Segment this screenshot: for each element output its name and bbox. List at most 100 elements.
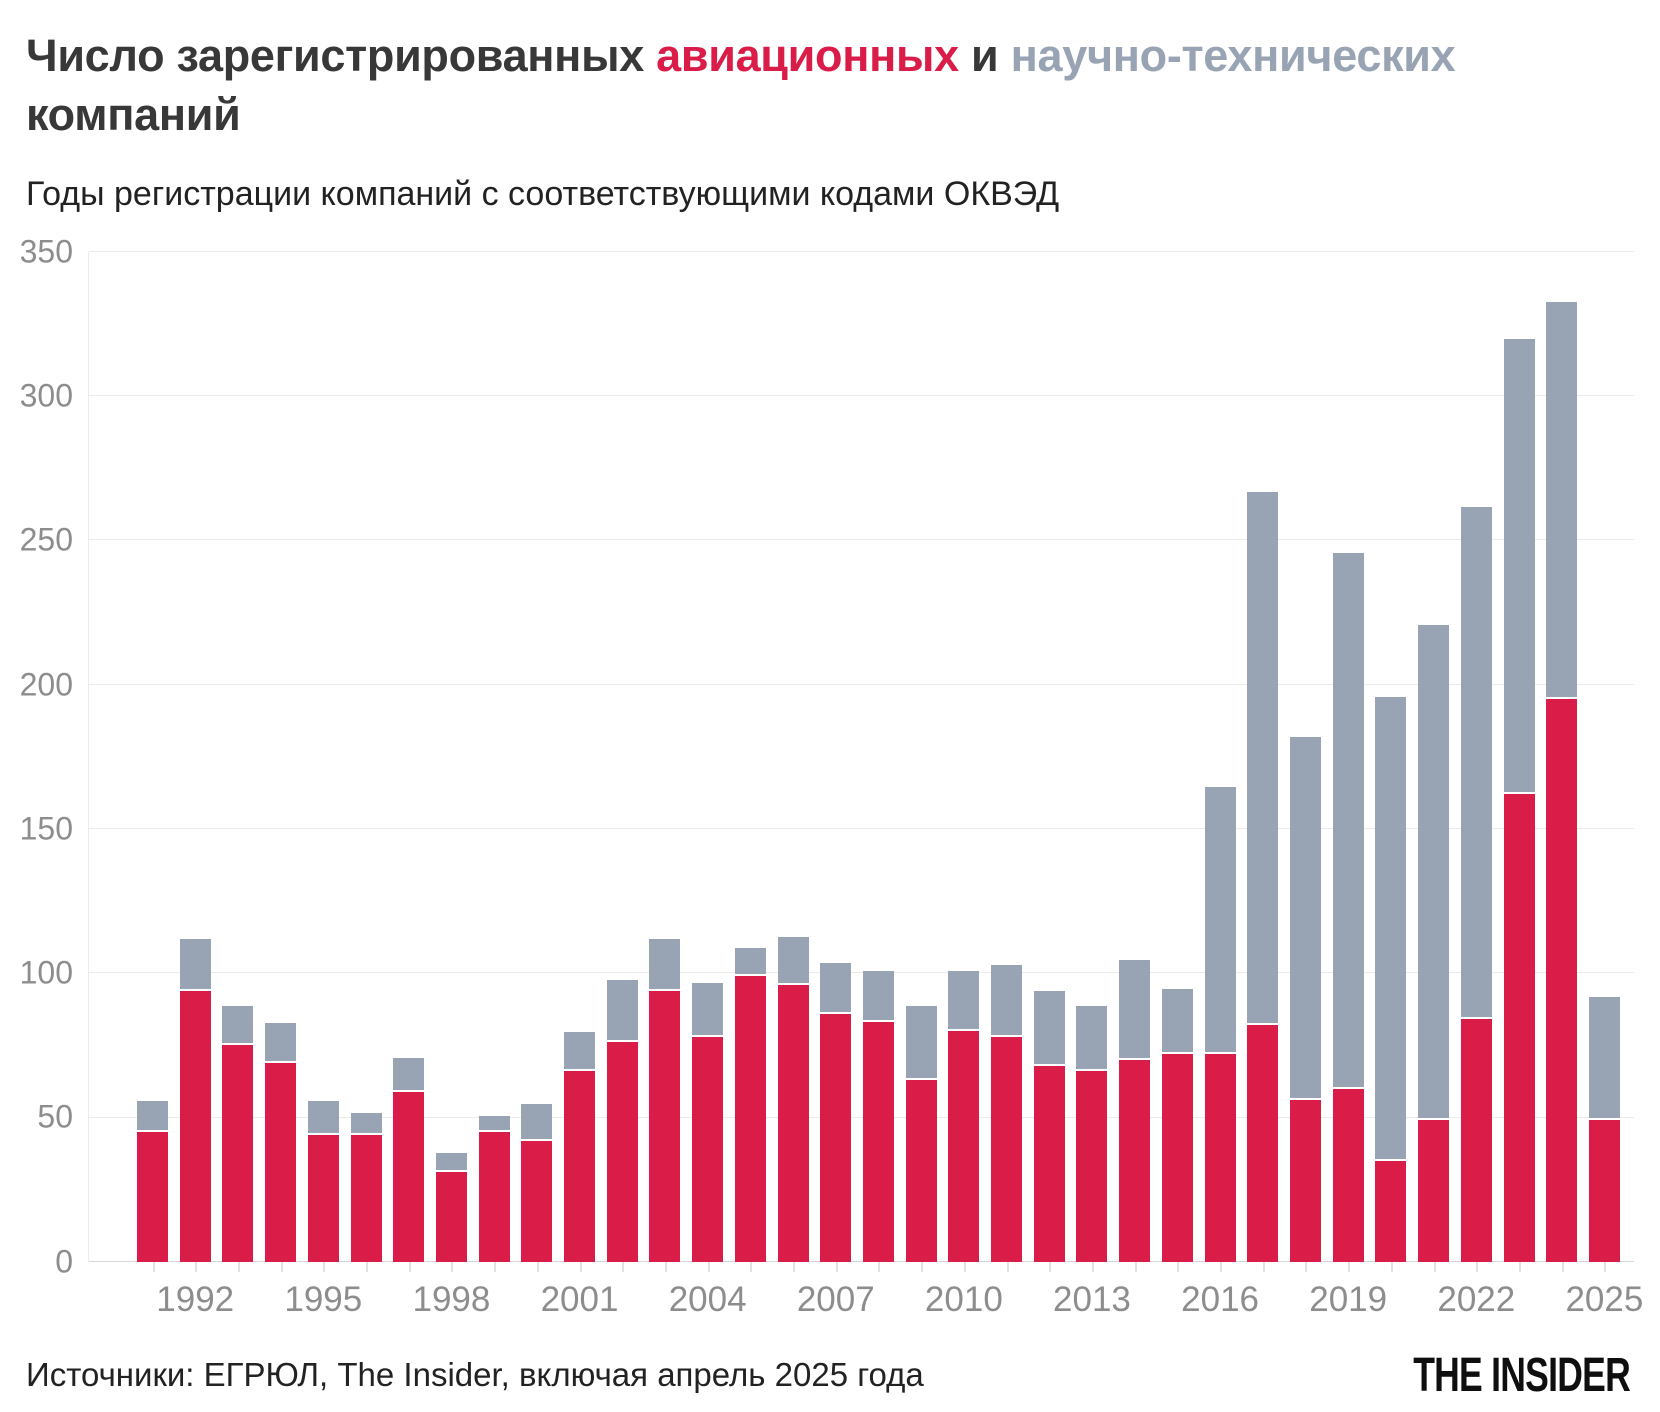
- segment-aviation-2003: [649, 990, 681, 1262]
- x-tick-2002: [622, 1261, 625, 1272]
- segment-aviation-2018: [1289, 1100, 1321, 1262]
- segment-aviation-2023: [1503, 794, 1535, 1262]
- y-tick-label-100: 100: [19, 954, 73, 991]
- segment-scitech-1996: [350, 1112, 382, 1133]
- title-part-dark-2: и: [958, 30, 1011, 81]
- segment-scitech-2013: [1076, 1005, 1108, 1070]
- y-tick-label-250: 250: [19, 521, 73, 558]
- bar-2010: 2010: [925, 252, 1003, 1319]
- title-part-dark-1: Число зарегистрированных: [26, 30, 657, 81]
- x-tick-2005: [750, 1261, 753, 1272]
- x-tick-1998: [451, 1261, 454, 1272]
- x-tick-1991: [152, 1261, 155, 1272]
- x-tick-label-2022: 2022: [1437, 1279, 1516, 1319]
- x-tick-2003: [664, 1261, 667, 1272]
- bar-2009: [905, 252, 937, 1272]
- title-part-aviation: авиационных: [656, 30, 959, 81]
- segment-scitech-2019: [1332, 552, 1364, 1087]
- bar-1999: [478, 252, 510, 1272]
- gridline-0: [89, 1260, 1634, 1262]
- segment-aviation-2021: [1418, 1120, 1450, 1262]
- gridline-350: [89, 250, 1634, 252]
- x-tick-2010: [963, 1261, 966, 1272]
- x-tick-2000: [536, 1261, 539, 1272]
- x-tick-1993: [237, 1261, 240, 1272]
- x-tick-2006: [793, 1261, 796, 1272]
- segment-scitech-1997: [393, 1057, 425, 1090]
- segment-aviation-1994: [265, 1062, 297, 1262]
- segment-aviation-2017: [1247, 1025, 1279, 1262]
- the-insider-logo: THE INSIDER: [1413, 1348, 1631, 1402]
- x-tick-1992: [195, 1261, 198, 1272]
- segment-aviation-2002: [606, 1042, 638, 1262]
- segment-aviation-2008: [862, 1022, 894, 1262]
- segment-scitech-2010: [948, 971, 980, 1029]
- segment-aviation-2013: [1076, 1071, 1108, 1262]
- bar-2021: [1418, 252, 1450, 1272]
- bar-2003: [649, 252, 681, 1272]
- bar-2000: [521, 252, 553, 1272]
- x-tick-2008: [878, 1261, 881, 1272]
- x-tick-2025: [1604, 1261, 1607, 1272]
- x-tick-2017: [1262, 1261, 1265, 1272]
- y-tick-label-350: 350: [19, 233, 73, 270]
- x-tick-1995: [323, 1261, 326, 1272]
- x-tick-2019: [1348, 1261, 1351, 1272]
- x-tick-1999: [494, 1261, 497, 1272]
- segment-aviation-2011: [991, 1036, 1023, 1262]
- bar-2004: 2004: [669, 252, 747, 1319]
- segment-aviation-2024: [1546, 699, 1578, 1262]
- x-tick-2024: [1561, 1261, 1564, 1272]
- gridline-300: [89, 395, 1634, 397]
- x-tick-2022: [1476, 1261, 1479, 1272]
- x-tick-label-2010: 2010: [924, 1279, 1003, 1319]
- bar-1994: [265, 252, 297, 1272]
- segment-scitech-2000: [521, 1103, 553, 1139]
- x-tick-2004: [707, 1261, 710, 1272]
- segment-aviation-1992: [179, 990, 211, 1262]
- gridline-200: [89, 683, 1634, 685]
- title-part-scitech: научно-технических: [1010, 30, 1456, 81]
- bar-2011: [991, 252, 1023, 1272]
- x-tick-1996: [366, 1261, 369, 1272]
- footer: Источники: ЕГРЮЛ, The Insider, включая а…: [26, 1348, 1634, 1403]
- segment-aviation-2019: [1332, 1088, 1364, 1262]
- x-tick-2020: [1390, 1261, 1393, 1272]
- bar-1992: 1992: [156, 252, 234, 1319]
- segment-aviation-2020: [1375, 1160, 1407, 1262]
- segment-scitech-1994: [265, 1023, 297, 1061]
- segment-scitech-1993: [222, 1005, 254, 1044]
- segment-scitech-2004: [692, 982, 724, 1035]
- bar-1996: [350, 252, 382, 1272]
- chart: 1992 1995 1998 2001 2004 2007 2010 2013 2016 2019…: [20, 233, 1644, 1319]
- x-tick-label-1992: 1992: [156, 1279, 235, 1319]
- segment-scitech-2022: [1460, 506, 1492, 1018]
- segment-scitech-2008: [862, 971, 894, 1021]
- segment-scitech-2023: [1503, 339, 1535, 793]
- bar-2001: 2001: [541, 252, 618, 1319]
- x-tick-label-2007: 2007: [796, 1279, 875, 1319]
- segment-scitech-2003: [649, 939, 681, 989]
- segment-scitech-2025: [1588, 997, 1620, 1119]
- x-tick-label-1998: 1998: [412, 1279, 491, 1319]
- bar-2008: [862, 252, 894, 1272]
- segment-scitech-1991: [137, 1101, 168, 1130]
- bar-1993: [222, 252, 254, 1272]
- segment-scitech-2015: [1161, 988, 1193, 1053]
- x-tick-2016: [1220, 1261, 1223, 1272]
- segment-aviation-1999: [478, 1131, 510, 1262]
- x-tick-1997: [408, 1261, 411, 1272]
- gridline-150: [89, 827, 1634, 829]
- bar-2016: 2016: [1181, 252, 1259, 1319]
- segment-aviation-1993: [222, 1045, 254, 1262]
- segment-aviation-2000: [521, 1140, 553, 1262]
- plot-area: 1992 1995 1998 2001 2004 2007 2010 2013 2016 2019…: [20, 233, 1644, 1319]
- chart-subtitle: Годы регистрации компаний с соответствую…: [26, 174, 1060, 213]
- segment-scitech-2014: [1119, 959, 1151, 1058]
- segment-scitech-2016: [1204, 786, 1236, 1053]
- x-tick-2007: [835, 1261, 838, 1272]
- segment-scitech-2007: [820, 962, 852, 1012]
- segment-scitech-2006: [777, 936, 809, 983]
- x-tick-label-2016: 2016: [1181, 1279, 1260, 1319]
- segment-scitech-2009: [905, 1005, 937, 1078]
